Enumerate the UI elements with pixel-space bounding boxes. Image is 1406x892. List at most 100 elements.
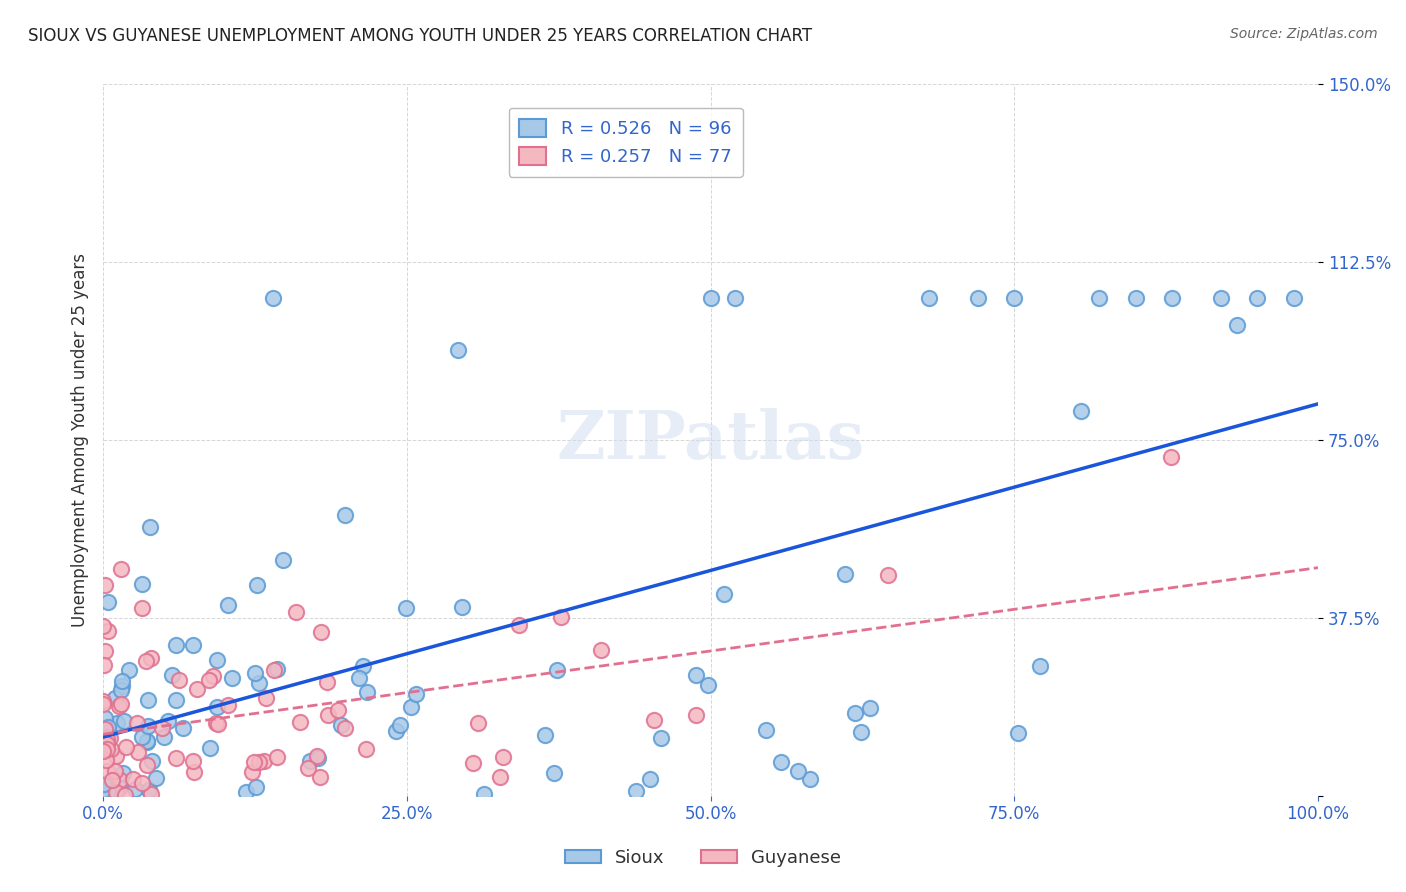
Guyanese: [202, 669, 225, 683]
Sioux: [221, 671, 243, 685]
Sioux: [352, 658, 374, 673]
Sioux: [135, 733, 157, 747]
Guyanese: [204, 715, 226, 730]
Sioux: [405, 687, 427, 701]
Sioux: [546, 663, 568, 677]
Guyanese: [181, 754, 204, 768]
Guyanese: [131, 776, 153, 790]
Sioux: [181, 638, 204, 652]
Guyanese: [100, 741, 122, 756]
Guyanese: [96, 737, 118, 751]
Guyanese: [335, 721, 357, 735]
Sioux: [246, 578, 269, 592]
Sioux: [918, 291, 941, 305]
Sioux: [699, 291, 721, 305]
Sioux: [1088, 291, 1111, 305]
Sioux: [685, 668, 707, 682]
Y-axis label: Unemployment Among Youth under 25 years: Unemployment Among Youth under 25 years: [72, 253, 89, 627]
Sioux: [145, 771, 167, 785]
Sioux: [172, 721, 194, 735]
Guyanese: [183, 764, 205, 779]
Guyanese: [101, 772, 124, 787]
Guyanese: [290, 715, 312, 730]
Sioux: [114, 714, 136, 729]
Guyanese: [94, 722, 117, 736]
Sioux: [91, 724, 114, 739]
Legend: R = 0.526   N = 96, R = 0.257   N = 77: R = 0.526 N = 96, R = 0.257 N = 77: [509, 108, 742, 178]
Guyanese: [135, 654, 157, 668]
Sioux: [117, 663, 139, 677]
Guyanese: [247, 755, 270, 769]
Sioux: [138, 782, 160, 797]
Guyanese: [169, 673, 191, 688]
Guyanese: [207, 717, 229, 731]
Guyanese: [589, 643, 612, 657]
Guyanese: [91, 740, 114, 755]
Sioux: [131, 576, 153, 591]
Guyanese: [328, 703, 350, 717]
Guyanese: [125, 715, 148, 730]
Guyanese: [266, 750, 288, 764]
Sioux: [97, 720, 120, 734]
Sioux: [844, 706, 866, 720]
Sioux: [1070, 403, 1092, 417]
Sioux: [104, 690, 127, 705]
Sioux: [330, 718, 353, 732]
Sioux: [1007, 726, 1029, 740]
Sioux: [1161, 291, 1184, 305]
Sioux: [335, 508, 357, 522]
Guyanese: [463, 756, 485, 770]
Sioux: [446, 343, 468, 358]
Guyanese: [93, 744, 115, 758]
Sioux: [786, 764, 808, 778]
Guyanese: [186, 681, 208, 696]
Guyanese: [877, 568, 900, 582]
Guyanese: [136, 757, 159, 772]
Sioux: [650, 731, 672, 746]
Guyanese: [297, 761, 319, 775]
Sioux: [399, 699, 422, 714]
Sioux: [111, 674, 134, 689]
Guyanese: [254, 690, 277, 705]
Guyanese: [263, 663, 285, 677]
Sioux: [131, 730, 153, 744]
Sioux: [1246, 291, 1268, 305]
Sioux: [307, 750, 329, 764]
Sioux: [160, 668, 183, 682]
Sioux: [136, 693, 159, 707]
Sioux: [834, 567, 856, 582]
Sioux: [97, 595, 120, 609]
Sioux: [755, 723, 778, 737]
Guyanese: [139, 651, 162, 665]
Sioux: [543, 765, 565, 780]
Sioux: [136, 719, 159, 733]
Sioux: [136, 735, 159, 749]
Sioux: [299, 754, 322, 768]
Guyanese: [110, 562, 132, 576]
Guyanese: [308, 770, 330, 784]
Sioux: [108, 781, 131, 796]
Sioux: [165, 693, 187, 707]
Sioux: [243, 665, 266, 680]
Sioux: [156, 714, 179, 729]
Sioux: [98, 786, 121, 800]
Sioux: [271, 553, 294, 567]
Sioux: [111, 766, 134, 780]
Sioux: [217, 598, 239, 612]
Guyanese: [492, 750, 515, 764]
Sioux: [799, 772, 821, 786]
Sioux: [93, 777, 115, 791]
Sioux: [696, 677, 718, 691]
Text: ZIPatlas: ZIPatlas: [557, 408, 865, 473]
Sioux: [105, 716, 128, 731]
Sioux: [205, 699, 228, 714]
Guyanese: [243, 755, 266, 769]
Guyanese: [97, 624, 120, 638]
Sioux: [713, 587, 735, 601]
Sioux: [638, 772, 661, 787]
Sioux: [849, 724, 872, 739]
Sioux: [356, 685, 378, 699]
Sioux: [966, 291, 988, 305]
Guyanese: [508, 618, 530, 632]
Guyanese: [240, 765, 263, 780]
